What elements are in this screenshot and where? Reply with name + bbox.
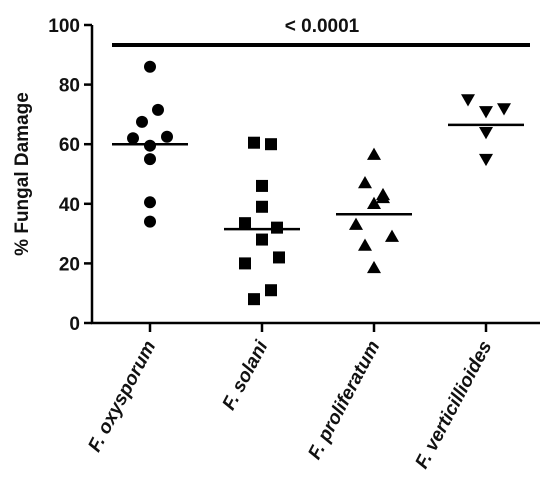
point bbox=[358, 238, 372, 251]
x-tick-label: F. oxysporum bbox=[84, 337, 160, 455]
y-tick-label: 40 bbox=[59, 195, 80, 216]
point bbox=[479, 153, 493, 167]
significance-label: < 0.0001 bbox=[285, 16, 360, 37]
point bbox=[136, 115, 148, 128]
point bbox=[144, 139, 156, 152]
point bbox=[367, 147, 381, 160]
point bbox=[385, 229, 399, 242]
y-axis-label: % Fungal Damage bbox=[12, 92, 33, 256]
y-tick-label: 0 bbox=[69, 314, 80, 335]
point bbox=[256, 179, 268, 192]
point bbox=[273, 251, 285, 264]
point bbox=[256, 233, 268, 246]
point bbox=[144, 196, 156, 209]
point bbox=[239, 217, 251, 230]
point bbox=[367, 260, 381, 274]
y-tick-label: 100 bbox=[48, 16, 80, 37]
x-tick-label: F. verticillioides bbox=[411, 337, 496, 472]
point bbox=[461, 94, 475, 107]
point bbox=[479, 106, 493, 119]
point bbox=[271, 221, 283, 234]
y-tick-label: 60 bbox=[59, 135, 80, 156]
point bbox=[127, 132, 139, 145]
point bbox=[161, 130, 173, 143]
point bbox=[144, 215, 156, 228]
point bbox=[248, 136, 260, 149]
point bbox=[479, 127, 493, 140]
point bbox=[256, 200, 268, 213]
point bbox=[144, 60, 156, 73]
point bbox=[144, 153, 156, 166]
point bbox=[367, 196, 381, 210]
x-tick-label: F. solani bbox=[219, 337, 273, 414]
point bbox=[152, 103, 164, 116]
x-tick-label: F. proliferatum bbox=[304, 337, 384, 463]
point bbox=[358, 175, 372, 189]
point bbox=[497, 103, 511, 116]
point bbox=[265, 138, 277, 151]
point bbox=[248, 293, 260, 306]
point bbox=[239, 257, 251, 270]
point bbox=[265, 284, 277, 297]
y-tick-label: 20 bbox=[59, 254, 80, 275]
point bbox=[376, 190, 390, 204]
point bbox=[349, 217, 363, 230]
y-tick-label: 80 bbox=[59, 76, 80, 97]
